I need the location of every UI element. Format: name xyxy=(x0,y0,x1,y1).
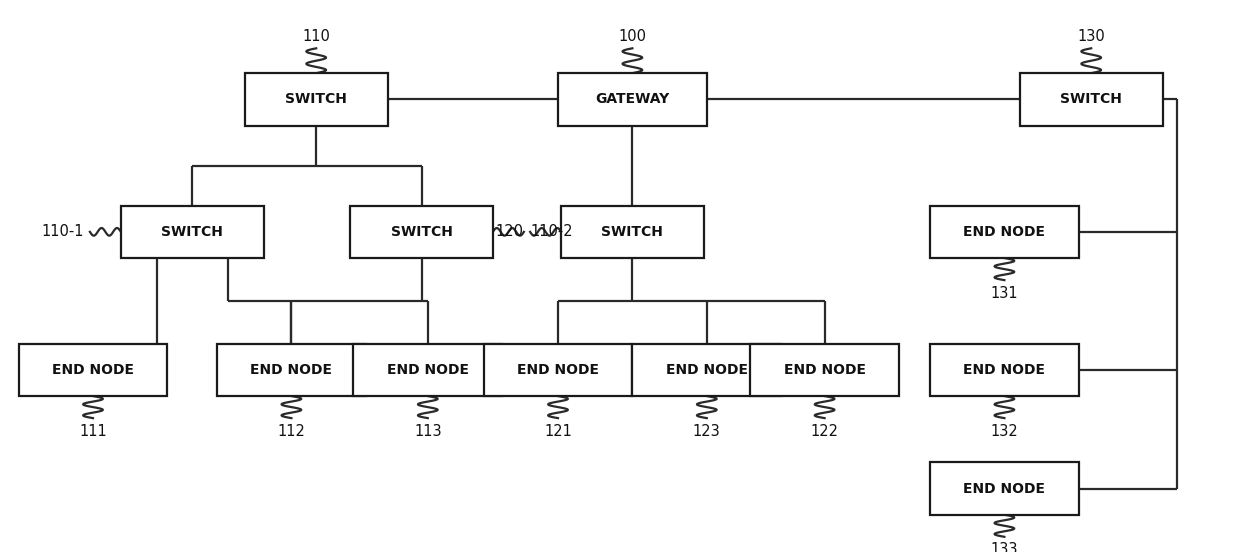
Bar xyxy=(632,343,781,396)
Text: END NODE: END NODE xyxy=(52,363,134,377)
Text: 110: 110 xyxy=(303,29,330,44)
Text: 112: 112 xyxy=(278,424,305,439)
Text: END NODE: END NODE xyxy=(666,363,748,377)
Text: SWITCH: SWITCH xyxy=(1060,92,1122,107)
Text: END NODE: END NODE xyxy=(517,363,599,377)
Text: 130: 130 xyxy=(1078,29,1105,44)
Text: 100: 100 xyxy=(619,29,646,44)
Text: END NODE: END NODE xyxy=(784,363,866,377)
Text: END NODE: END NODE xyxy=(250,363,332,377)
Bar xyxy=(353,343,502,396)
Text: 121: 121 xyxy=(544,424,572,439)
Text: 120: 120 xyxy=(496,224,523,240)
Text: 122: 122 xyxy=(811,424,838,439)
Text: GATEWAY: GATEWAY xyxy=(595,92,670,107)
Text: END NODE: END NODE xyxy=(387,363,469,377)
Bar xyxy=(19,343,167,396)
Text: 132: 132 xyxy=(991,424,1018,439)
Text: 113: 113 xyxy=(414,424,441,439)
Text: 133: 133 xyxy=(991,542,1018,552)
Text: SWITCH: SWITCH xyxy=(285,92,347,107)
Bar xyxy=(560,206,704,258)
Bar xyxy=(246,73,387,126)
Bar xyxy=(122,206,263,258)
Text: SWITCH: SWITCH xyxy=(601,225,663,239)
Bar xyxy=(930,343,1079,396)
Bar xyxy=(1019,73,1163,126)
Text: 131: 131 xyxy=(991,286,1018,301)
Text: 110-1: 110-1 xyxy=(41,224,84,240)
Bar xyxy=(351,206,492,258)
Bar xyxy=(217,343,366,396)
Bar xyxy=(750,343,899,396)
Text: END NODE: END NODE xyxy=(963,363,1045,377)
Text: 110-2: 110-2 xyxy=(531,224,573,240)
Text: SWITCH: SWITCH xyxy=(391,225,453,239)
Bar xyxy=(930,206,1079,258)
Text: END NODE: END NODE xyxy=(963,225,1045,239)
Text: 123: 123 xyxy=(693,424,720,439)
Text: 111: 111 xyxy=(79,424,107,439)
Bar xyxy=(558,73,707,126)
Text: SWITCH: SWITCH xyxy=(161,225,223,239)
Bar xyxy=(930,463,1079,514)
Text: END NODE: END NODE xyxy=(963,481,1045,496)
Bar xyxy=(484,343,632,396)
